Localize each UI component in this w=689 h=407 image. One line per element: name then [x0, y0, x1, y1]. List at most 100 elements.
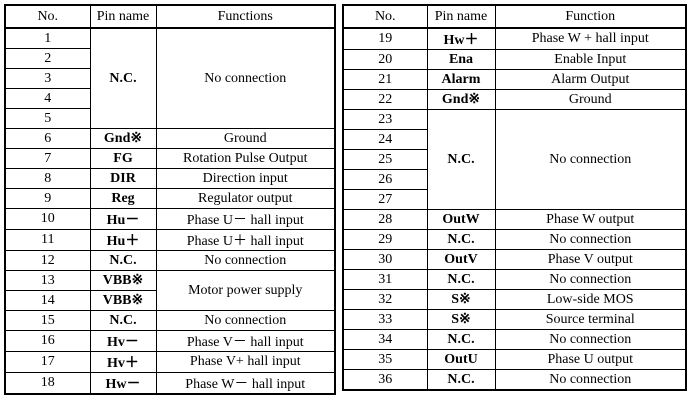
table-row: 16 Hv－ Phase V－ hall input — [4, 330, 336, 352]
pin-function: Phase U output — [494, 349, 687, 370]
pin-name: N.C. — [426, 329, 496, 350]
pin-function: Phase V+ hall input — [155, 351, 336, 373]
pin-function: Phase U＋ hall input — [155, 229, 336, 251]
table-row: 15 N.C. No connection — [4, 310, 336, 331]
pin-name: OutV — [426, 249, 496, 270]
pin-number: 25 — [342, 149, 428, 170]
pin-function: Phase W－ hall input — [155, 372, 336, 395]
pin-name: N.C. — [89, 310, 157, 331]
pin-number: 29 — [342, 229, 428, 250]
pin-number: 19 — [342, 27, 428, 50]
pin-number: 20 — [342, 49, 428, 70]
pin-number: 23 — [342, 109, 428, 130]
pin-number: 24 — [342, 129, 428, 150]
pin-number: 14 — [4, 290, 91, 311]
table-row: 32 S※ Low-side MOS — [342, 289, 687, 310]
pin-name: Hw＋ — [426, 27, 496, 50]
header-no: No. — [4, 4, 91, 29]
pin-number: 34 — [342, 329, 428, 350]
pin-name: Reg — [89, 188, 157, 209]
table-row: 11 Hu＋ Phase U＋ hall input — [4, 229, 336, 251]
table-row: 12 N.C. No connection — [4, 250, 336, 271]
pin-function: Phase V－ hall input — [155, 330, 336, 352]
pin-name: Hu－ — [89, 208, 157, 230]
pin-number: 10 — [4, 208, 91, 230]
pin-name: OutU — [426, 349, 496, 370]
pin-name: VBB※ — [89, 270, 157, 291]
header-pin-name: Pin name — [426, 4, 496, 29]
pin-number: 30 — [342, 249, 428, 270]
pin-name: N.C. — [426, 109, 496, 210]
table-row: 35 OutU Phase U output — [342, 349, 687, 370]
table-row: 28 OutW Phase W output — [342, 209, 687, 230]
pin-function: Low-side MOS — [494, 289, 687, 310]
pin-number: 26 — [342, 169, 428, 190]
pin-name: OutW — [426, 209, 496, 230]
pin-function: Ground — [155, 128, 336, 149]
pin-number: 32 — [342, 289, 428, 310]
pin-number: 8 — [4, 168, 91, 189]
table-row: 33 S※ Source terminal — [342, 309, 687, 330]
pin-function: Ground — [494, 89, 687, 110]
pin-number: 3 — [4, 68, 91, 89]
pin-function: No connection — [155, 27, 336, 129]
pin-number: 17 — [4, 351, 91, 373]
table-row: 6 Gnd※ Ground — [4, 128, 336, 149]
pin-function: Regulator output — [155, 188, 336, 209]
header-no: No. — [342, 4, 428, 29]
pin-number: 4 — [4, 88, 91, 109]
pin-function: No connection — [155, 310, 336, 331]
pin-name: S※ — [426, 309, 496, 330]
pin-number: 18 — [4, 372, 91, 395]
table-row: 10 Hu－ Phase U－ hall input — [4, 208, 336, 230]
table-row: 7 FG Rotation Pulse Output — [4, 148, 336, 169]
pin-name: VBB※ — [89, 290, 157, 311]
header-functions: Functions — [155, 4, 336, 29]
table-row: 14 VBB※ — [4, 290, 335, 311]
pin-number: 1 — [4, 27, 91, 49]
header-row: No. Pin name Functions — [4, 4, 336, 29]
pin-name: Hw－ — [89, 372, 157, 395]
pin-function: No connection — [155, 250, 336, 271]
pin-name: Hu＋ — [89, 229, 157, 251]
table-row: 19 Hw＋ Phase W + hall input — [342, 27, 687, 50]
table-row: 18 Hw－ Phase W－ hall input — [4, 372, 336, 395]
pin-function: Alarm Output — [494, 69, 687, 90]
pin-function: Motor power supply — [155, 270, 336, 311]
pin-number: 27 — [342, 189, 428, 210]
table-row: 13 VBB※ Motor power supply — [4, 270, 336, 311]
pin-number: 5 — [4, 108, 91, 129]
table-row: 22 Gnd※ Ground — [342, 89, 687, 110]
pin-name: Alarm — [426, 69, 496, 90]
pin-name: N.C. — [89, 250, 157, 271]
table-row: 36 N.C. No connection — [342, 369, 687, 391]
pin-function: No connection — [494, 229, 687, 250]
pin-number: 13 — [4, 270, 91, 291]
pin-name: N.C. — [89, 27, 157, 129]
table-row: 8 DIR Direction input — [4, 168, 336, 189]
pin-number: 2 — [4, 48, 91, 69]
pin-name: FG — [89, 148, 157, 169]
table-row: 20 Ena Enable Input — [342, 49, 687, 70]
pin-name: Gnd※ — [89, 128, 157, 149]
header-pin-name: Pin name — [89, 4, 157, 29]
table-row: 21 Alarm Alarm Output — [342, 69, 687, 90]
pin-name: Gnd※ — [426, 89, 496, 110]
pin-table-right: No. Pin name Function 19 Hw＋ Phase W + hal… — [342, 4, 687, 391]
pin-number: 15 — [4, 310, 91, 331]
pin-function: Source terminal — [494, 309, 687, 330]
table-row: 23 N.C. No connection — [342, 109, 687, 210]
pin-number: 35 — [342, 349, 428, 370]
pin-number: 31 — [342, 269, 428, 290]
pin-number: 22 — [342, 89, 428, 110]
table-row: 34 N.C. No connection — [342, 329, 687, 350]
pin-function: No connection — [494, 369, 687, 391]
table-row: 17 Hv＋ Phase V+ hall input — [4, 351, 336, 373]
pin-number: 16 — [4, 330, 91, 352]
pin-function: Enable Input — [494, 49, 687, 70]
pin-function: Phase W + hall input — [494, 27, 687, 50]
pin-function: Phase U－ hall input — [155, 208, 336, 230]
pin-number: 9 — [4, 188, 91, 209]
pin-name: N.C. — [426, 269, 496, 290]
table-row: 30 OutV Phase V output — [342, 249, 687, 270]
